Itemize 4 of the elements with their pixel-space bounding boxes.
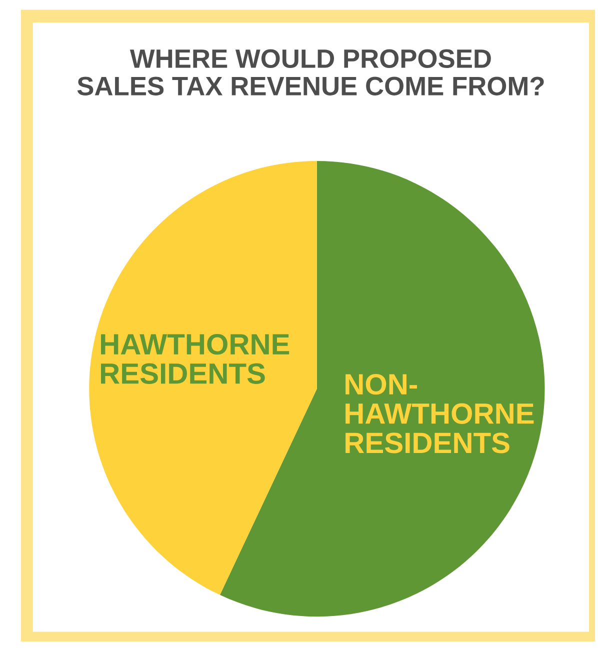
- slice-label: HAWTHORNE RESIDENTS: [101, 334, 290, 384]
- chart-title: WHERE WOULD PROPOSED SALES TAX REVENUE COME FROM?: [77, 49, 544, 96]
- slice-label: NON- HAWTHORNE RESIDENTS: [346, 374, 534, 454]
- pie-slice: [89, 160, 317, 595]
